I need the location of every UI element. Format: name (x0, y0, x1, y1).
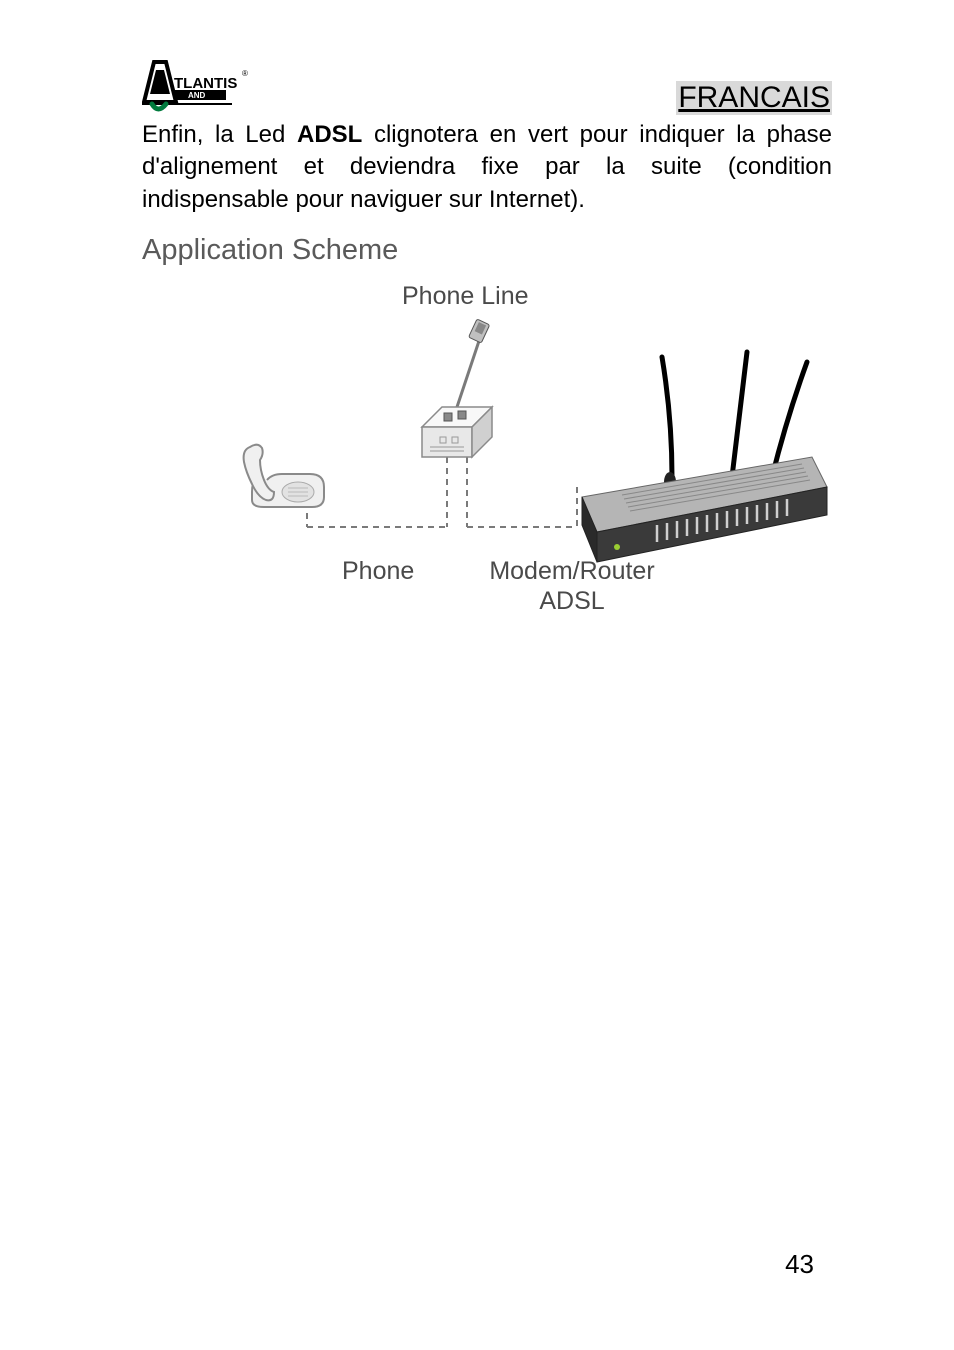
brand-logo: TLANTIS ® AND (142, 60, 252, 115)
connection-lines (307, 457, 577, 527)
label-adsl: ADSL (472, 587, 672, 616)
splitter-device (422, 407, 492, 457)
phone-device (244, 445, 324, 507)
scheme-title: Application Scheme (142, 234, 832, 267)
logo-reg-mark: ® (242, 69, 248, 78)
logo-brand-text: TLANTIS (174, 75, 237, 92)
router-device (582, 352, 827, 562)
label-modem-router: Modem/Router (472, 557, 672, 586)
application-scheme-diagram: Phone Line Phone Modem/Router ADSL (142, 277, 832, 657)
paragraph-bold: ADSL (297, 121, 362, 148)
label-phone: Phone (342, 557, 414, 586)
logo-sub-text: AND (188, 91, 206, 100)
paragraph-pre: Enfin, la Led (142, 121, 297, 148)
body-paragraph: Enfin, la Led ADSL clignotera en vert po… (142, 119, 832, 216)
phone-line-cable (457, 319, 490, 407)
page-number: 43 (785, 1249, 814, 1280)
label-phone-line: Phone Line (402, 282, 529, 311)
language-label: FRANCAIS (676, 81, 832, 115)
